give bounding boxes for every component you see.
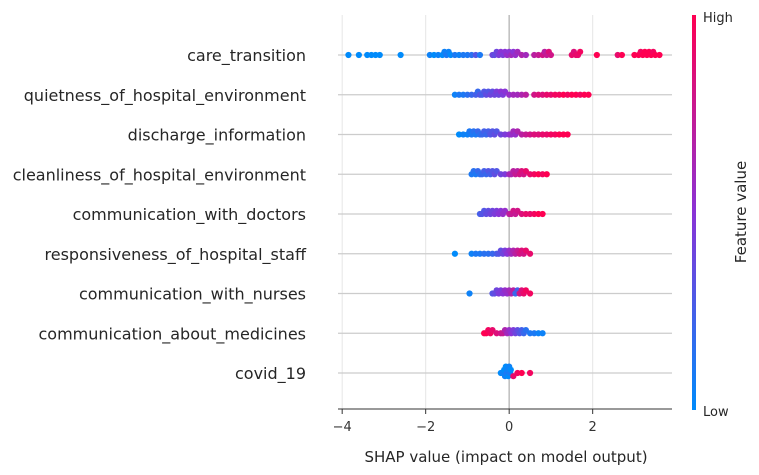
- x-tick-label: 2: [589, 420, 597, 435]
- data-point: [489, 326, 496, 334]
- data-point: [345, 51, 352, 59]
- data-point: [355, 51, 362, 59]
- data-point: [451, 250, 458, 257]
- data-point: [522, 167, 529, 175]
- data-point: [507, 366, 514, 373]
- data-point: [526, 250, 534, 257]
- feature-labels: care_transition quietness_of_hospital_env…: [13, 46, 307, 384]
- x-tick-label: 0: [505, 420, 513, 435]
- data-point: [493, 128, 500, 135]
- data-point: [493, 167, 500, 175]
- feature-label: communication_with_nurses: [79, 285, 306, 305]
- colorbar: [692, 15, 696, 410]
- data-point: [526, 369, 534, 377]
- data-point: [539, 330, 546, 337]
- colorbar-high-label: High: [703, 11, 733, 26]
- data-point: [543, 171, 550, 178]
- data-point: [476, 51, 484, 59]
- data-point: [593, 51, 600, 59]
- data-point: [501, 88, 509, 95]
- feature-label: cleanliness_of_hospital_environment: [13, 165, 306, 185]
- data-point: [376, 51, 383, 59]
- feature-label: communication_with_doctors: [73, 205, 306, 225]
- data-point: [522, 51, 529, 59]
- data-point: [577, 48, 584, 55]
- feature-label: discharge_information: [128, 126, 306, 146]
- x-tick-label: −4: [333, 420, 352, 435]
- feature-label: care_transition: [187, 46, 306, 66]
- data-point: [522, 287, 529, 294]
- data-point: [547, 51, 555, 59]
- feature-label: quietness_of_hospital_environment: [24, 86, 306, 106]
- x-axis-ticks: −4 −2 0 2: [333, 409, 597, 435]
- data-point: [618, 51, 626, 59]
- data-point: [501, 207, 509, 214]
- data-point: [397, 51, 404, 59]
- x-tick-label: −2: [416, 420, 435, 435]
- data-point: [522, 326, 529, 334]
- feature-label: responsiveness_of_hospital_staff: [45, 245, 307, 265]
- colorbar-low-label: Low: [703, 405, 729, 420]
- data-point: [518, 369, 525, 377]
- x-axis-title: SHAP value (impact on model output): [364, 448, 647, 466]
- feature-label: communication_about_medicines: [39, 324, 307, 344]
- data-point: [514, 128, 521, 135]
- data-point: [522, 247, 529, 254]
- data-point: [656, 51, 663, 59]
- colorbar-title: Feature value: [732, 161, 750, 263]
- data-point: [510, 373, 517, 380]
- feature-label: covid_19: [235, 364, 306, 384]
- data-point: [514, 207, 521, 214]
- data-point: [466, 290, 473, 297]
- data-point: [585, 91, 592, 98]
- data-point: [526, 290, 534, 297]
- data-point: [539, 210, 546, 218]
- data-points: [345, 48, 663, 380]
- data-point: [514, 48, 521, 55]
- data-point: [564, 131, 571, 138]
- x-gridlines: [341, 15, 594, 409]
- data-point: [522, 91, 529, 98]
